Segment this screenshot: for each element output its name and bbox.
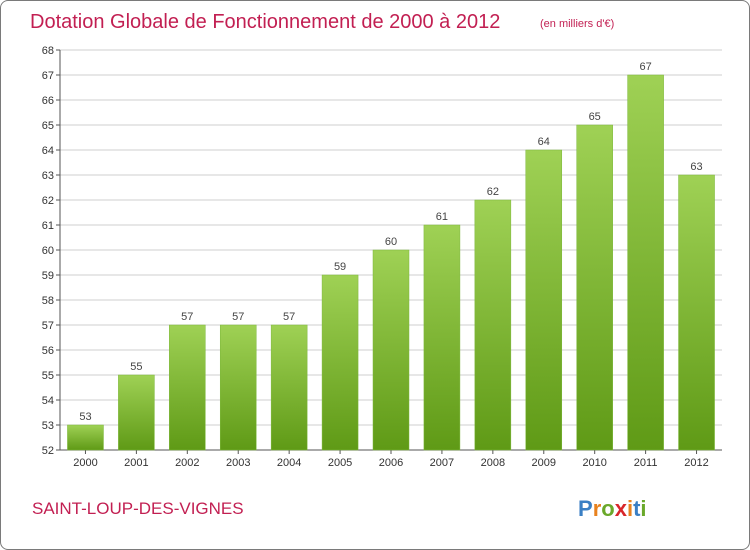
proxiti-logo: Proxiti xyxy=(578,496,647,521)
bar-2003 xyxy=(219,324,257,451)
y-tick-label: 59 xyxy=(42,270,54,282)
x-tick-label: 2012 xyxy=(684,457,708,469)
y-tick-label: 67 xyxy=(42,70,54,82)
bar-2005 xyxy=(321,274,359,451)
bar-2010 xyxy=(576,124,613,451)
bar-2006 xyxy=(372,249,410,451)
y-tick-label: 52 xyxy=(42,445,54,457)
y-tick-label: 62 xyxy=(42,195,54,207)
bar-2007 xyxy=(423,224,461,451)
y-tick-label: 56 xyxy=(42,345,54,357)
bar-2004 xyxy=(270,324,308,451)
bar-2002 xyxy=(169,324,206,451)
data-labels: 53 55 57 57 57 59 60 61 62 64 65 67 63 xyxy=(79,61,702,423)
chart-subtitle: (en milliers d'€) xyxy=(540,18,614,30)
y-tick-label: 66 xyxy=(42,95,54,107)
data-label-2008: 62 xyxy=(487,186,499,198)
bar-2008 xyxy=(474,199,512,451)
x-tick-label: 2005 xyxy=(328,457,352,469)
y-tick-labels: 52 53 54 55 56 57 58 59 60 61 62 63 64 65 66 67 68 xyxy=(42,45,54,457)
y-tick-label: 60 xyxy=(42,245,54,257)
data-label-2006: 60 xyxy=(385,236,397,248)
x-tick-label: 2006 xyxy=(379,457,403,469)
x-tick-label: 2003 xyxy=(226,457,250,469)
data-label-2012: 63 xyxy=(690,161,702,173)
x-tick-label: 2000 xyxy=(73,457,97,469)
x-tick-label: 2002 xyxy=(175,457,199,469)
y-tick-label: 54 xyxy=(42,395,54,407)
data-label-2010: 65 xyxy=(589,111,601,123)
x-tick-label: 2010 xyxy=(582,457,606,469)
y-tick-label: 57 xyxy=(42,320,54,332)
data-label-2002: 57 xyxy=(181,311,193,323)
y-tick-label: 58 xyxy=(42,295,54,307)
bar-2000 xyxy=(67,424,104,451)
x-tick-label: 2009 xyxy=(532,457,556,469)
chart-title: Dotation Globale de Fonctionnement de 20… xyxy=(30,11,500,33)
y-tick-label: 53 xyxy=(42,420,54,432)
x-tick-label: 2004 xyxy=(277,457,301,469)
data-label-2001: 55 xyxy=(130,361,142,373)
x-tick-label: 2011 xyxy=(634,457,658,469)
y-tick-label: 61 xyxy=(42,220,54,232)
data-label-2007: 61 xyxy=(436,211,448,223)
data-label-2009: 64 xyxy=(538,136,550,148)
x-tick-label: 2008 xyxy=(481,457,505,469)
bars xyxy=(67,74,715,451)
commune-name: SAINT-LOUP-DES-VIGNES xyxy=(32,499,244,518)
y-tick-label: 63 xyxy=(42,170,54,182)
x-tick-labels: 2000 2001 2002 2003 2004 2005 2006 2007 2008 2009… xyxy=(73,457,709,469)
bar-2012 xyxy=(678,174,715,451)
y-tick-label: 68 xyxy=(42,45,54,57)
data-label-2003: 57 xyxy=(232,311,244,323)
y-tick-label: 55 xyxy=(42,370,54,382)
bar-2001 xyxy=(118,374,155,451)
data-label-2011: 67 xyxy=(639,61,651,73)
data-label-2000: 53 xyxy=(79,411,91,423)
x-tick-label: 2007 xyxy=(430,457,454,469)
y-tick-label: 64 xyxy=(42,145,54,157)
proxiti-logo-text: Proxiti xyxy=(578,496,647,521)
bar-2009 xyxy=(525,149,563,451)
y-tick-label: 65 xyxy=(42,120,54,132)
bar-2011 xyxy=(627,74,664,451)
data-label-2004: 57 xyxy=(283,311,295,323)
data-label-2005: 59 xyxy=(334,261,346,273)
x-tick-label: 2001 xyxy=(124,457,148,469)
